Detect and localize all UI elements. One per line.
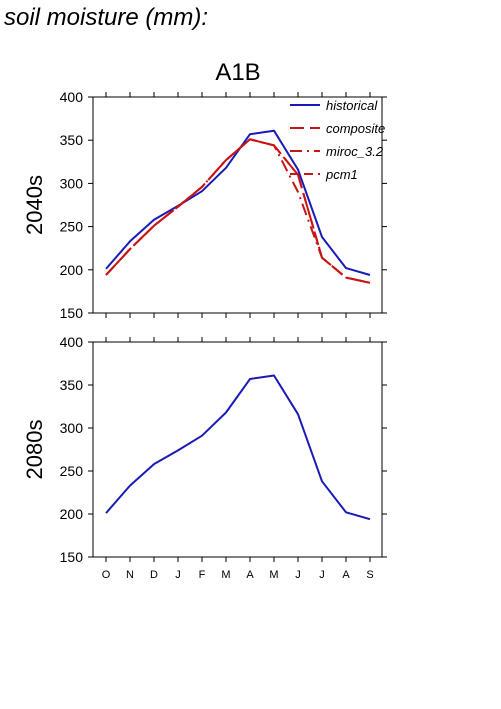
y-tick-label: 250	[60, 219, 84, 235]
chart-title: A1B	[215, 59, 260, 86]
x-tick-label: J	[175, 569, 181, 581]
x-tick-label: A	[342, 569, 350, 581]
y-tick-label: 400	[60, 89, 84, 105]
legend-label: miroc_3.2	[326, 144, 384, 159]
x-tick-label: J	[319, 569, 325, 581]
y-tick-label: 350	[60, 377, 84, 393]
series-line-miroc-3-2	[105, 138, 371, 284]
y-tick-label: 200	[60, 506, 84, 522]
legend-label: pcm1	[325, 167, 358, 182]
page-title: soil moisture (mm):	[4, 4, 209, 31]
panel-label-2: 2080s	[22, 420, 47, 480]
x-tick-label: A	[246, 569, 254, 581]
x-tick-label: D	[150, 569, 158, 581]
plot-frame-2	[92, 341, 383, 558]
x-tick-label: J	[295, 569, 301, 581]
y-tick-label: 350	[60, 132, 84, 148]
y-tick-label: 200	[60, 262, 84, 278]
legend-label: composite	[326, 121, 385, 136]
y-tick-label: 250	[60, 463, 84, 479]
x-tick-label: S	[366, 569, 373, 581]
y-tick-label: 150	[60, 305, 84, 321]
panel-label-1: 2040s	[22, 175, 47, 235]
x-tick-label: F	[199, 569, 206, 581]
legend-label: historical	[326, 98, 378, 113]
series-line-pcm1	[105, 138, 371, 284]
y-tick-label: 300	[60, 175, 84, 191]
y-tick-label: 300	[60, 420, 84, 436]
y-tick-label: 400	[60, 334, 84, 350]
x-tick-label: O	[102, 569, 111, 581]
x-tick-label: N	[126, 569, 134, 581]
x-tick-label: M	[221, 569, 230, 581]
y-tick-label: 150	[60, 549, 84, 565]
x-tick-label: M	[269, 569, 278, 581]
plot-frame-1	[92, 96, 383, 314]
series-line-historical	[105, 374, 371, 521]
series-line-composite	[105, 138, 371, 284]
